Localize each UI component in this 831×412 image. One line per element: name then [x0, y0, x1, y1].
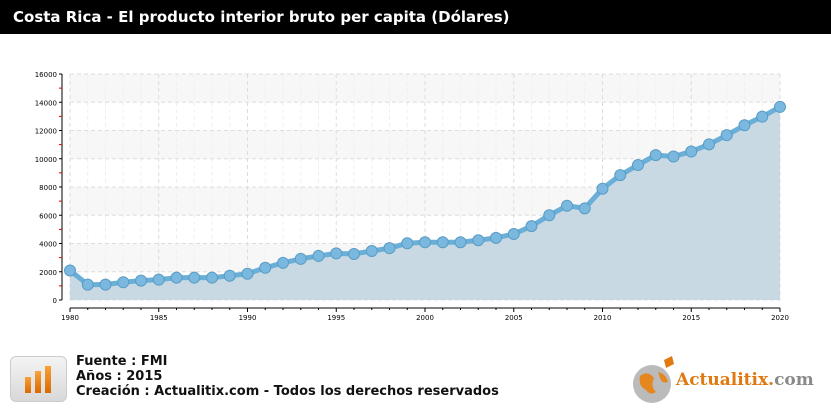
- y-tick-label: 14000: [35, 99, 57, 107]
- data-point: [330, 247, 343, 260]
- years-text: Años : 2015: [76, 369, 163, 384]
- chart: 0 2000 4000 6000 8000 10000 12000 14000 16000 198…: [35, 71, 789, 322]
- data-point: [578, 202, 591, 215]
- x-tick-label: 1980: [61, 314, 79, 322]
- data-point: [756, 110, 769, 123]
- y-tick-label: 0: [53, 297, 57, 305]
- data-point: [436, 236, 449, 249]
- data-point: [277, 256, 289, 269]
- data-point: [614, 169, 627, 182]
- x-tick-label: 2010: [594, 314, 612, 322]
- x-tick-label: 1990: [239, 314, 257, 322]
- data-point: [206, 271, 218, 284]
- data-point: [188, 271, 201, 284]
- data-point: [401, 237, 414, 250]
- data-point: [490, 231, 502, 244]
- data-point: [81, 278, 94, 291]
- footer-info: Fuente : FMI Años : 2015 Creación : Actu…: [76, 354, 499, 399]
- bar-chart-icon: [10, 356, 67, 402]
- actualitix-logo[interactable]: Actualitix.com: [628, 356, 823, 404]
- data-point: [649, 149, 662, 162]
- data-point: [472, 234, 485, 247]
- x-tick-label: 2005: [505, 314, 523, 322]
- data-point: [117, 276, 130, 289]
- data-point: [419, 236, 431, 249]
- data-point: [294, 252, 307, 265]
- x-tick-label: 1995: [327, 314, 345, 322]
- chart-title: Costa Rica - El producto interior bruto …: [0, 0, 831, 34]
- creation-text: Creación : Actualitix.com - Todos los de…: [76, 384, 499, 399]
- data-point: [135, 274, 147, 287]
- data-point: [596, 182, 609, 195]
- data-point: [223, 269, 236, 282]
- data-point: [454, 236, 467, 249]
- x-tick-label: 2015: [682, 314, 700, 322]
- x-tick-label: 2020: [771, 314, 789, 322]
- logo-name: Actualitix: [676, 370, 769, 390]
- data-point: [703, 138, 715, 151]
- data-point: [241, 267, 254, 280]
- x-tick-label: 2000: [416, 314, 434, 322]
- data-point: [561, 199, 573, 212]
- data-point: [152, 273, 165, 286]
- y-tick-label: 12000: [35, 128, 57, 136]
- data-point: [348, 247, 360, 260]
- data-point: [64, 264, 76, 277]
- logo-dot: .: [768, 370, 775, 390]
- data-point: [507, 228, 520, 241]
- source-text: Fuente : FMI: [76, 354, 168, 369]
- x-tick-label: 1985: [150, 314, 168, 322]
- area-fill: [70, 106, 780, 300]
- data-point: [720, 129, 733, 142]
- y-tick-label: 4000: [39, 241, 57, 249]
- data-point: [312, 249, 325, 262]
- data-point: [259, 261, 272, 274]
- data-point: [543, 209, 556, 222]
- y-tick-label: 10000: [35, 156, 57, 164]
- data-point: [667, 150, 680, 163]
- data-point: [365, 244, 378, 257]
- data-point: [383, 242, 396, 255]
- y-tick-label: 8000: [39, 184, 57, 192]
- data-point: [525, 220, 538, 233]
- y-tick-label: 6000: [39, 212, 57, 220]
- data-point: [774, 100, 786, 113]
- y-tick-label: 2000: [39, 269, 57, 277]
- y-tick-label: 16000: [35, 71, 57, 79]
- globe-icon: [633, 356, 674, 403]
- data-point: [632, 158, 644, 171]
- logo-tld: com: [774, 370, 814, 390]
- data-point: [738, 119, 751, 132]
- data-point: [99, 278, 112, 291]
- data-point: [685, 145, 698, 158]
- data-point: [170, 271, 183, 284]
